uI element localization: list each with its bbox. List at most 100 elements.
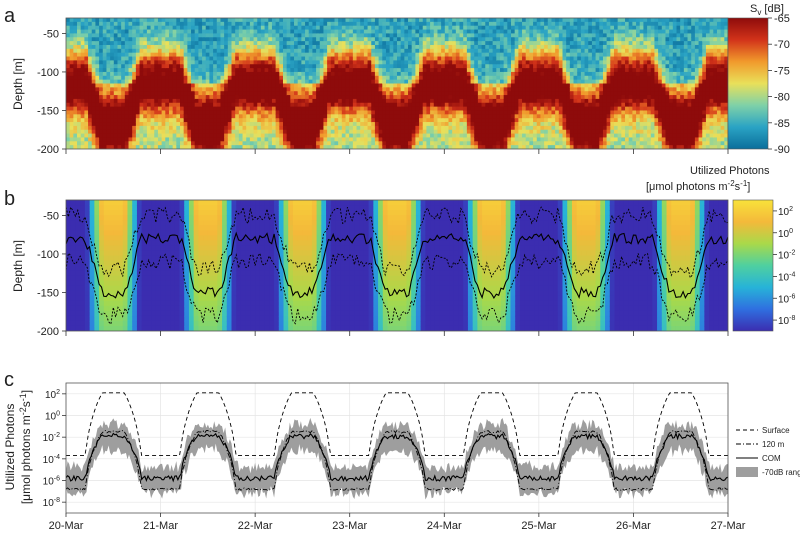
heat-cell xyxy=(135,137,141,142)
heat-cell xyxy=(397,95,402,100)
heat-cell xyxy=(352,29,358,35)
heat-cell xyxy=(308,71,314,77)
heat-cell xyxy=(227,29,233,35)
heat-cell xyxy=(385,145,391,149)
heat-cell xyxy=(437,37,442,42)
heat-cell xyxy=(305,125,310,131)
heat-cell xyxy=(408,56,413,61)
heat-cell xyxy=(194,122,199,127)
heat-cell xyxy=(91,33,97,38)
heat-cell xyxy=(422,129,428,135)
heat-cell xyxy=(95,125,100,131)
heat-cell xyxy=(514,91,519,96)
heat-cell xyxy=(463,110,468,115)
heat-cell xyxy=(135,83,141,88)
heat-cell xyxy=(463,37,468,42)
heat-cell xyxy=(209,141,214,146)
heat-cell xyxy=(165,95,170,100)
heat-cell xyxy=(393,48,398,54)
heat-cell xyxy=(551,102,556,108)
heat-cell xyxy=(95,114,100,119)
heat-cell xyxy=(518,21,523,27)
heat-cell xyxy=(180,129,185,135)
heat-cell xyxy=(385,137,391,142)
heat-cell xyxy=(577,25,582,31)
heat-cell xyxy=(404,95,409,100)
heat-cell xyxy=(492,41,497,46)
heat-cell xyxy=(106,25,111,31)
heat-cell xyxy=(496,125,501,131)
heat-cell xyxy=(356,145,361,149)
heat-cell xyxy=(66,102,71,108)
heat-cell xyxy=(213,37,218,42)
heat-cell xyxy=(146,137,152,142)
heat-cell xyxy=(312,129,317,135)
heat-cell xyxy=(485,33,490,38)
heat-cell xyxy=(282,106,288,112)
heat-cell xyxy=(466,68,472,73)
heat-cell xyxy=(496,29,501,35)
heat-cell xyxy=(198,48,203,54)
heat-cell xyxy=(385,33,391,38)
heat-cell xyxy=(363,48,369,54)
heat-cell xyxy=(205,68,211,73)
heat-cell xyxy=(378,60,383,65)
heat-cell xyxy=(268,110,273,115)
heat-cell xyxy=(426,118,431,123)
heat-cell xyxy=(448,33,453,38)
heat-cell xyxy=(533,145,538,149)
heat-cell xyxy=(238,41,244,46)
heat-cell xyxy=(448,60,453,65)
heat-cell xyxy=(400,98,405,104)
heat-cell xyxy=(308,37,314,42)
heat-cell xyxy=(246,71,251,77)
heat-cell xyxy=(459,41,464,46)
heat-cell xyxy=(448,83,453,88)
heat-cell xyxy=(540,79,545,85)
heat-cell xyxy=(349,122,354,127)
heat-cell xyxy=(481,68,486,73)
heat-cell xyxy=(183,125,188,131)
heat-cell xyxy=(360,110,365,115)
heat-cell xyxy=(360,18,365,23)
heat-cell xyxy=(84,145,89,149)
heat-cell xyxy=(69,91,74,96)
heat-cell xyxy=(378,18,383,23)
heat-cell xyxy=(378,83,383,88)
heat-cell xyxy=(540,60,545,65)
heat-cell xyxy=(371,79,376,85)
heat-cell xyxy=(566,125,571,131)
heat-cell xyxy=(459,141,464,146)
heat-cell xyxy=(408,106,413,112)
heat-cell xyxy=(77,118,82,123)
heat-cell xyxy=(338,71,343,77)
heat-cell xyxy=(499,137,505,142)
heat-cell xyxy=(533,41,538,46)
heat-cell xyxy=(323,102,328,108)
heat-cell xyxy=(433,75,439,81)
heat-cell xyxy=(246,60,251,65)
heat-cell xyxy=(73,91,78,96)
heat-cell xyxy=(286,56,291,61)
heat-cell xyxy=(503,98,508,104)
heat-cell xyxy=(485,141,490,146)
heat-cell xyxy=(286,41,291,46)
heat-cell xyxy=(246,141,251,146)
heat-cell xyxy=(492,44,497,50)
heat-cell xyxy=(488,71,494,77)
heat-cell xyxy=(176,98,181,104)
heat-cell xyxy=(91,21,97,27)
heat-cell xyxy=(275,141,280,146)
heat-cell xyxy=(363,145,369,149)
heat-cell xyxy=(477,37,483,42)
heat-cell xyxy=(525,71,530,77)
heat-cell xyxy=(470,110,475,115)
heat-cell xyxy=(66,52,71,58)
heat-cell xyxy=(301,68,306,73)
heat-cell xyxy=(246,95,251,100)
heat-cell xyxy=(187,137,192,142)
heat-cell xyxy=(415,64,420,69)
heat-cell xyxy=(297,137,302,142)
heat-cell xyxy=(183,37,188,42)
heat-cell xyxy=(308,41,314,46)
